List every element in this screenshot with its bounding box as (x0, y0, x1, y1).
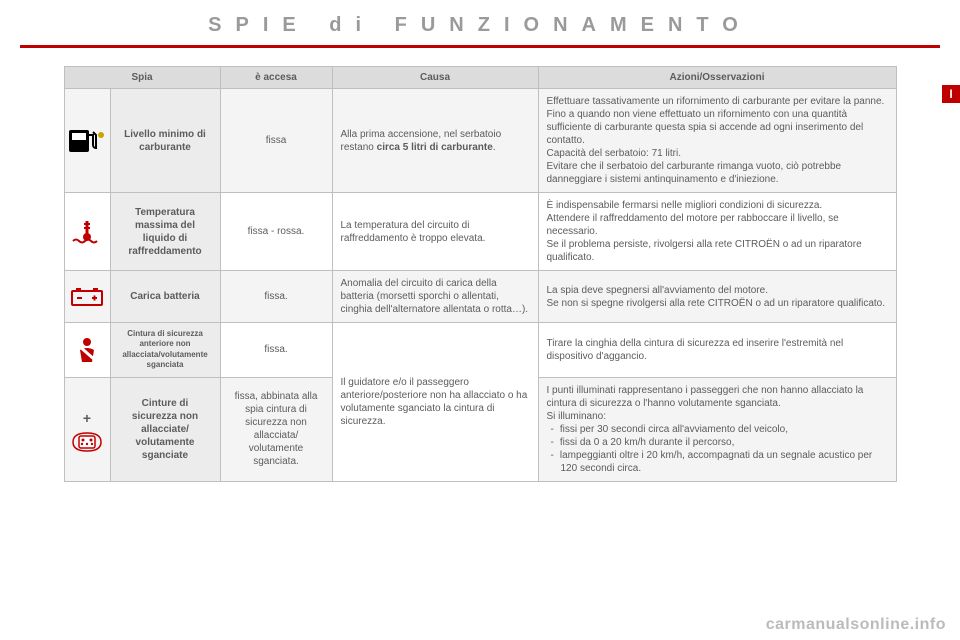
side-section-tab: I (942, 85, 960, 103)
row-state: fissa, abbinata alla spia cintura di sic… (220, 377, 332, 481)
row-label: Carica batteria (110, 271, 220, 323)
icon-cell-temp (64, 193, 110, 271)
table-row: Cintura di sicurezza anteriore non allac… (64, 323, 896, 378)
battery-icon (70, 286, 104, 308)
table-header-row: Spia è accesa Causa Azioni/Osservazioni (64, 67, 896, 89)
row-label: Livello minimo di carburante (110, 89, 220, 193)
coolant-temp-icon (70, 218, 104, 246)
row-cause: La temperatura del circuito di raffredda… (332, 193, 538, 271)
plus-icon: + (67, 409, 108, 427)
seatbelt-icon (74, 336, 100, 364)
col-header-action: Azioni/Osservazioni (538, 67, 896, 89)
table-row: Temperatura massima del liquido di raffr… (64, 193, 896, 271)
row-label: Temperatura massima del liquido di raffr… (110, 193, 220, 271)
row-cause: Alla prima accensione, nel serbatoio res… (332, 89, 538, 193)
row-state: fissa. (220, 323, 332, 378)
row-cause: Anomalia del circuito di carica della ba… (332, 271, 538, 323)
icon-cell-fuel (64, 89, 110, 193)
col-header-state: è accesa (220, 67, 332, 89)
list-item: fissi da 0 a 20 km/h durante il percorso… (547, 436, 888, 449)
row-state: fissa - rossa. (220, 193, 332, 271)
page-title: SPIE di FUNZIONAMENTO (0, 0, 960, 45)
list-item: lampeggianti oltre i 20 km/h, accompagna… (547, 449, 888, 475)
fuel-icon (68, 127, 106, 155)
row-action-list: fissi per 30 secondi circa all'avviament… (547, 423, 888, 475)
icon-cell-seatbelt-rear: + (64, 377, 110, 481)
row-action: La spia deve spegnersi all'avviamento de… (538, 271, 896, 323)
row-state: fissa (220, 89, 332, 193)
row-action: I punti illuminati rappresentano i passe… (538, 377, 896, 481)
icon-cell-seatbelt-front (64, 323, 110, 378)
row-label: Cinture di sicurezza non allacciate/ vol… (110, 377, 220, 481)
row-state: fissa. (220, 271, 332, 323)
icon-cell-battery (64, 271, 110, 323)
table-row: Carica batteria fissa. Anomalia del circ… (64, 271, 896, 323)
row-label: Cintura di sicurezza anteriore non allac… (110, 323, 220, 378)
col-header-cause: Causa (332, 67, 538, 89)
seatbelt-display-icon (69, 431, 105, 453)
row-cause-merged: Il guidatore e/o il passeggero anteriore… (332, 323, 538, 482)
warning-lights-table: Spia è accesa Causa Azioni/Osservazioni … (64, 66, 897, 482)
title-rule (20, 45, 940, 48)
row-action: Effettuare tassativamente un riforniment… (538, 89, 896, 193)
row-action: Tirare la cinghia della cintura di sicur… (538, 323, 896, 378)
table-row: Livello minimo di carburante fissa Alla … (64, 89, 896, 193)
row-action-intro: I punti illuminati rappresentano i passe… (547, 385, 864, 422)
list-item: fissi per 30 secondi circa all'avviament… (547, 423, 888, 436)
watermark: carmanualsonline.info (766, 616, 946, 634)
row-action: È indispensabile fermarsi nelle migliori… (538, 193, 896, 271)
col-header-spia: Spia (64, 67, 220, 89)
